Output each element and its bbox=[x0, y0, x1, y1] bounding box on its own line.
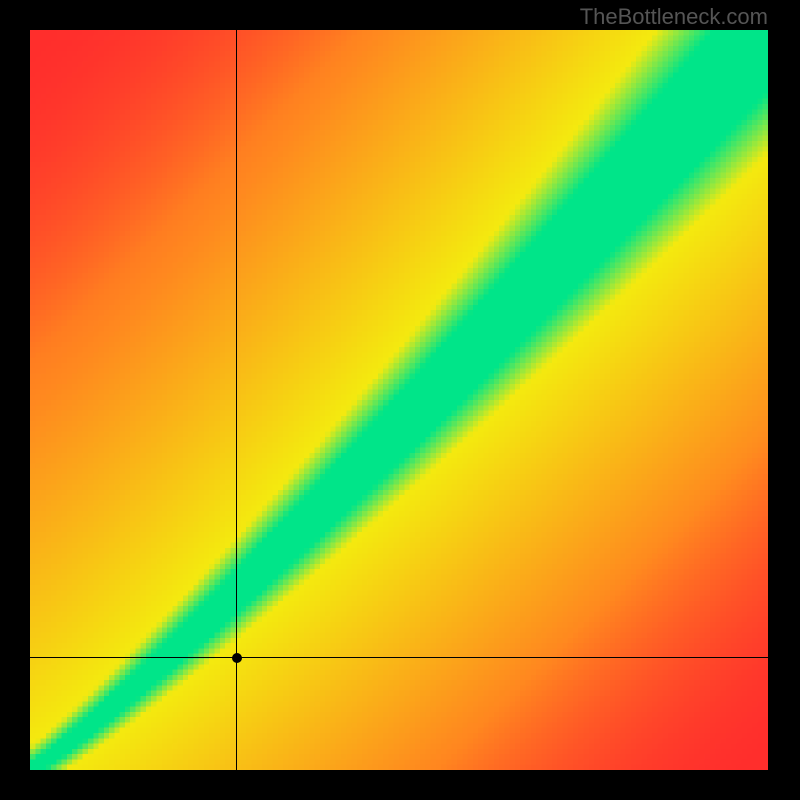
watermark-text: TheBottleneck.com bbox=[580, 4, 768, 30]
crosshair-horizontal bbox=[30, 657, 768, 658]
chart-container: TheBottleneck.com bbox=[0, 0, 800, 800]
bottleneck-heatmap bbox=[30, 30, 768, 770]
marker-dot bbox=[232, 653, 242, 663]
